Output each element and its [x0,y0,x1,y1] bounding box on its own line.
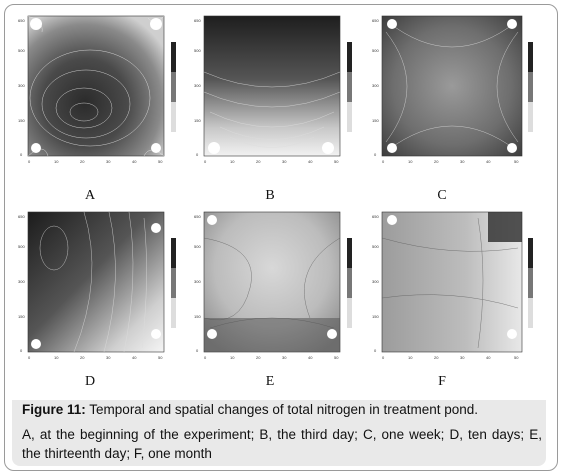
svg-text:0: 0 [20,152,23,157]
contour-plot-e: 650 500 300 150 0 0 10 20 30 40 50 [190,208,360,368]
svg-text:650: 650 [18,214,25,219]
svg-text:20: 20 [80,159,85,164]
figure-label: Figure 11: [22,402,86,417]
panel-label-e: E [265,374,275,389]
svg-text:0: 0 [374,152,377,157]
contour-plot-c: 650 500 300 150 0 0 10 20 30 40 50 [368,12,546,172]
panel-label-a: A [84,188,96,203]
svg-text:0: 0 [374,348,377,353]
svg-text:30: 30 [282,159,287,164]
caption-title: Figure 11: Temporal and spatial changes … [22,402,478,417]
svg-text:500: 500 [194,48,201,53]
panel-label-c: C [437,188,447,203]
svg-text:50: 50 [158,159,163,164]
caption-title-text: Temporal and spatial changes of total ni… [89,402,479,417]
svg-text:40: 40 [486,355,491,360]
svg-text:650: 650 [372,214,379,219]
panel-label-f: F [438,374,446,389]
contour-plot-b: 650 500 300 150 0 0 10 20 30 40 50 [190,12,360,172]
svg-text:20: 20 [256,355,261,360]
svg-text:20: 20 [434,159,439,164]
svg-text:0: 0 [20,348,23,353]
svg-text:20: 20 [434,355,439,360]
svg-text:30: 30 [282,355,287,360]
svg-text:50: 50 [514,159,519,164]
svg-text:10: 10 [54,159,59,164]
svg-text:150: 150 [194,314,201,319]
svg-text:0: 0 [382,159,385,164]
svg-text:0: 0 [204,355,207,360]
figure-frame [4,4,558,471]
svg-text:150: 150 [18,118,25,123]
figure-caption: Figure 11: Temporal and spatial changes … [12,400,546,466]
svg-text:40: 40 [308,159,313,164]
svg-text:650: 650 [18,18,25,23]
svg-text:300: 300 [18,83,25,88]
svg-text:300: 300 [18,279,25,284]
svg-text:150: 150 [372,314,379,319]
contour-plot-f: 650 500 300 150 0 0 10 20 30 40 50 [368,208,546,368]
svg-text:0: 0 [196,152,199,157]
panel-label-b: B [265,188,275,203]
svg-text:300: 300 [194,279,201,284]
svg-text:40: 40 [132,159,137,164]
svg-text:0: 0 [382,355,385,360]
svg-text:40: 40 [486,159,491,164]
svg-text:150: 150 [18,314,25,319]
svg-text:10: 10 [54,355,59,360]
svg-text:500: 500 [372,244,379,249]
svg-text:650: 650 [372,18,379,23]
svg-text:10: 10 [408,355,413,360]
svg-text:650: 650 [194,18,201,23]
svg-text:10: 10 [230,159,235,164]
svg-text:40: 40 [132,355,137,360]
svg-text:0: 0 [204,159,207,164]
svg-text:40: 40 [308,355,313,360]
svg-text:150: 150 [194,118,201,123]
svg-text:500: 500 [18,48,25,53]
svg-text:30: 30 [106,159,111,164]
svg-text:500: 500 [18,244,25,249]
svg-text:0: 0 [196,348,199,353]
svg-text:10: 10 [230,355,235,360]
svg-text:50: 50 [334,355,339,360]
svg-text:500: 500 [194,244,201,249]
panel-label-d: D [84,374,96,389]
svg-text:30: 30 [460,355,465,360]
svg-text:300: 300 [372,279,379,284]
contour-plot-d: 650 500 300 150 0 0 10 20 30 40 50 [14,208,184,368]
svg-text:650: 650 [194,214,201,219]
svg-text:50: 50 [334,159,339,164]
caption-body: A, at the beginning of the experiment; B… [22,427,542,461]
contour-plot-a: 650 500 300 150 0 0 10 20 30 40 50 [14,12,184,172]
svg-text:20: 20 [80,355,85,360]
svg-text:30: 30 [106,355,111,360]
svg-text:150: 150 [372,118,379,123]
svg-text:10: 10 [408,159,413,164]
svg-text:50: 50 [158,355,163,360]
svg-text:300: 300 [372,83,379,88]
svg-text:30: 30 [460,159,465,164]
svg-text:20: 20 [256,159,261,164]
svg-text:0: 0 [28,355,31,360]
svg-text:0: 0 [28,159,31,164]
svg-text:300: 300 [194,83,201,88]
svg-text:50: 50 [514,355,519,360]
svg-text:500: 500 [372,48,379,53]
